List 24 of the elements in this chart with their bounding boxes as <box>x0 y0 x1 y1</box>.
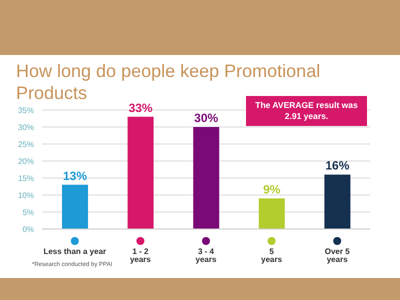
data-label: 30% <box>194 111 219 125</box>
y-tick-label: 10% <box>18 190 34 200</box>
data-label: 9% <box>263 182 281 196</box>
data-label: 13% <box>62 168 88 183</box>
bar <box>258 198 285 229</box>
y-tick-label: 5% <box>22 208 34 217</box>
callout-box: The AVERAGE result was 2.91 years. <box>246 96 367 126</box>
x-tick-label: 5 years <box>261 247 283 264</box>
bar <box>193 127 220 229</box>
bar <box>324 174 350 229</box>
data-label: 16% <box>325 158 350 173</box>
data-label: 33% <box>128 100 153 115</box>
x-tick-label: 3 - 4 years <box>196 247 217 264</box>
x-tick-label: Less than a year <box>43 247 106 256</box>
y-tick-label: 25% <box>18 140 34 149</box>
x-tick-label: Over 5 years <box>324 247 350 264</box>
y-tick-label: 30% <box>18 122 34 132</box>
y-tick-label: 20% <box>18 156 34 166</box>
y-tick-label: 35% <box>18 106 34 115</box>
y-tick-label: 15% <box>18 174 34 183</box>
bar <box>62 184 88 229</box>
x-tick-label: 1 - 2 years <box>130 247 152 264</box>
y-tick-label: 0% <box>22 224 34 234</box>
bar <box>128 116 154 229</box>
